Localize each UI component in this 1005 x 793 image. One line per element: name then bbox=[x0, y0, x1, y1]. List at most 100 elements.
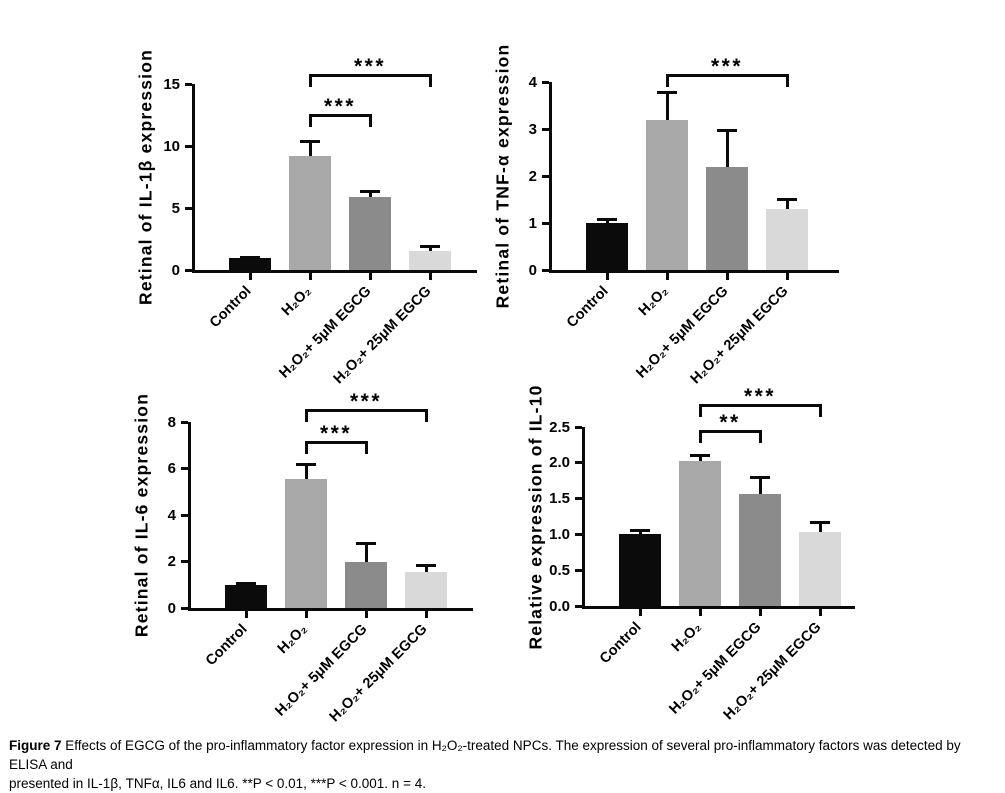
x-tick-label: H₂O₂+ 5μM EGCG bbox=[666, 619, 765, 718]
y-tick-label: 2.5 bbox=[549, 418, 570, 436]
bar bbox=[349, 196, 391, 270]
significance-bracket-end bbox=[818, 403, 822, 417]
error-bar-cap bbox=[296, 462, 316, 466]
bar bbox=[766, 208, 808, 270]
bar bbox=[679, 460, 721, 606]
bar bbox=[619, 534, 661, 606]
y-tick-label: 15 bbox=[163, 75, 180, 93]
error-bar-stem bbox=[308, 139, 312, 156]
x-axis-tick bbox=[304, 611, 308, 618]
y-axis-tick bbox=[542, 174, 549, 178]
error-bar-stem bbox=[725, 129, 729, 167]
x-axis-tick bbox=[424, 611, 428, 618]
y-tick-label: 3 bbox=[528, 120, 537, 138]
plot-area: 0 2 4 6 8 Control H₂O₂ H₂O₂+ 5μM EGCG H₂O₂+ 25μM… bbox=[168, 391, 473, 725]
significance-bracket bbox=[304, 408, 428, 412]
error-bar-stem bbox=[364, 541, 368, 562]
error-bar-stem bbox=[368, 190, 372, 197]
bar bbox=[289, 155, 331, 270]
bar bbox=[285, 478, 327, 608]
error-bar-cap bbox=[810, 520, 830, 524]
bar bbox=[229, 257, 271, 270]
significance-stars: *** bbox=[353, 54, 387, 78]
plot-area: 0.0 0.5 1.0 1.5 2.0 2.5 Control H₂O₂ H₂O₂+ 5μM E… bbox=[549, 386, 855, 723]
error-bar-cap bbox=[657, 91, 677, 95]
y-axis-tick bbox=[181, 467, 188, 470]
y-tick-label: 1.0 bbox=[549, 525, 570, 543]
figure-caption: Figure 7 Effects of EGCG of the pro-infl… bbox=[9, 736, 997, 793]
y-axis-tick bbox=[575, 532, 582, 536]
significance-bracket bbox=[698, 429, 762, 433]
x-tick-label: H₂O₂ bbox=[274, 621, 311, 658]
error-bar-cap bbox=[360, 190, 380, 194]
significance-bracket-end bbox=[758, 429, 762, 443]
significance-bracket-end bbox=[304, 441, 308, 455]
error-bar-cap bbox=[597, 218, 617, 222]
x-axis-tick bbox=[725, 273, 729, 280]
y-tick-label: 6 bbox=[167, 460, 176, 477]
y-tick-label: 10 bbox=[163, 137, 180, 155]
x-axis-tick bbox=[638, 609, 642, 616]
y-axis-tick bbox=[181, 513, 188, 517]
significance-bracket-end bbox=[785, 74, 789, 88]
y-axis-tick bbox=[181, 606, 188, 610]
significance-bracket-end bbox=[364, 441, 368, 455]
chart-il-6: Retinal of IL-6 expression 0 2 4 6 8 Control H₂… bbox=[132, 391, 473, 725]
error-bar-stem bbox=[428, 244, 432, 252]
significance-bracket-end bbox=[304, 408, 308, 422]
error-bar-stem bbox=[304, 462, 308, 479]
significance-bracket-end bbox=[424, 408, 428, 422]
y-tick-label: 4 bbox=[167, 506, 176, 524]
bar bbox=[409, 251, 451, 270]
bar bbox=[799, 532, 841, 606]
x-tick-label: H₂O₂ bbox=[635, 283, 672, 320]
y-tick-label: 0.5 bbox=[549, 561, 570, 579]
y-axis-tick bbox=[181, 420, 188, 424]
plot-area: 0 1 2 3 4 Control H₂O₂ H₂O₂+ 5μM EGCG H₂O₂+ 25μM… bbox=[529, 56, 839, 387]
y-tick-label: 0 bbox=[167, 599, 176, 617]
significance-stars: *** bbox=[710, 55, 744, 79]
y-axis-tick bbox=[542, 268, 549, 272]
y-axis-tick bbox=[542, 80, 549, 84]
chart-il-1b: Retinal of IL-1β expression 0 5 10 15 Control… bbox=[136, 49, 477, 387]
error-bar-cap bbox=[690, 453, 710, 457]
y-tick-label: 2 bbox=[167, 553, 176, 570]
y-tick-label: 2.0 bbox=[549, 454, 570, 472]
y-axis-tick bbox=[575, 568, 582, 572]
chart-tnf-a: Retinal of TNF-α expression 0 1 2 3 4 Control H… bbox=[493, 44, 839, 387]
x-axis-tick bbox=[248, 273, 252, 280]
y-axis-tick bbox=[542, 127, 549, 131]
error-bar-cap bbox=[356, 541, 376, 545]
x-tick-label: Control bbox=[202, 621, 251, 670]
x-tick-label: H₂O₂+ 25μM EGCG bbox=[720, 619, 825, 724]
error-bar-stem bbox=[785, 198, 789, 209]
x-axis-tick bbox=[818, 609, 822, 616]
y-tick-label: 8 bbox=[167, 413, 176, 431]
error-bar-cap bbox=[420, 244, 440, 248]
significance-bracket bbox=[304, 441, 368, 445]
significance-bracket bbox=[308, 114, 372, 118]
x-axis-tick bbox=[364, 611, 368, 618]
x-axis-tick bbox=[785, 273, 789, 280]
x-tick-label: H₂O₂+ 5μM EGCG bbox=[272, 621, 371, 720]
significance-bracket-end bbox=[428, 73, 432, 87]
bar bbox=[225, 584, 267, 608]
x-axis-tick bbox=[308, 273, 312, 280]
error-bar-stem bbox=[424, 563, 428, 572]
x-axis-tick bbox=[698, 609, 702, 616]
significance-bracket bbox=[665, 74, 789, 78]
y-axis-tick bbox=[185, 144, 192, 148]
x-tick-label: H₂O₂+ 25μM EGCG bbox=[326, 621, 431, 726]
caption-text-line2: presented in IL-1β, TNFα, IL6 and IL6. *… bbox=[9, 776, 426, 791]
x-axis-tick bbox=[605, 273, 609, 280]
significance-bracket bbox=[308, 73, 432, 77]
caption-label: Figure 7 bbox=[9, 738, 62, 753]
significance-bracket-end bbox=[308, 114, 312, 128]
x-tick-label: H₂O₂ bbox=[278, 283, 315, 320]
x-axis-tick bbox=[758, 609, 762, 616]
y-tick-label: 1 bbox=[528, 214, 537, 232]
significance-bracket-end bbox=[698, 403, 702, 417]
error-bar-cap bbox=[416, 563, 436, 567]
error-bar-cap bbox=[630, 528, 650, 532]
